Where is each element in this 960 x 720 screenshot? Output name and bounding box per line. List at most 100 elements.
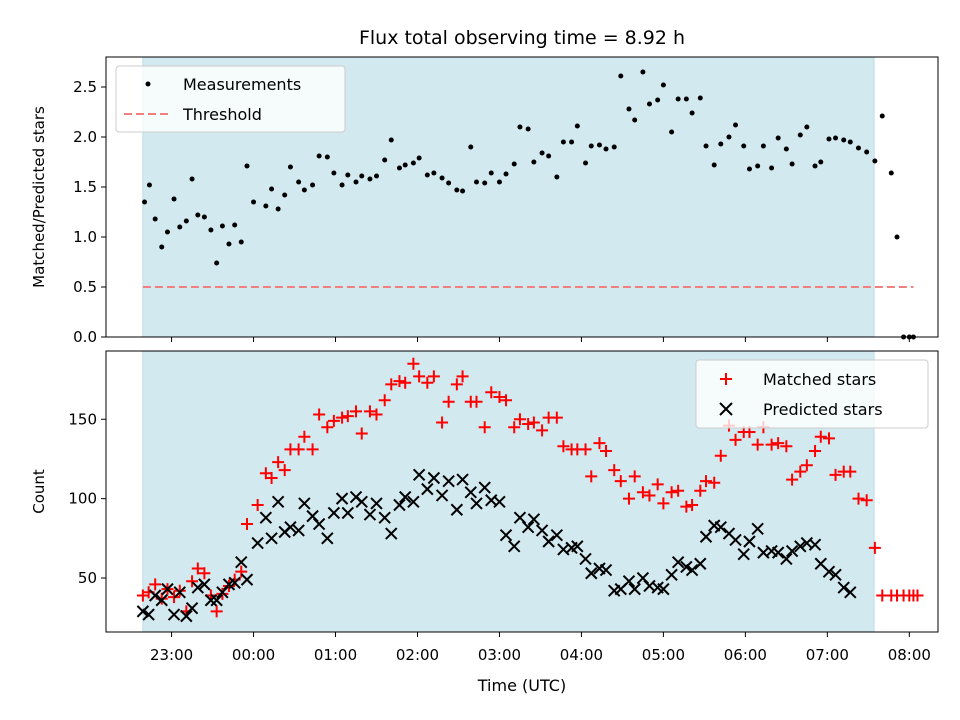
bottom-legend-box bbox=[695, 359, 929, 429]
matched-star-point bbox=[173, 584, 186, 597]
top-panel: 0.0 0.5 1.0 1.5 2.0 2.5 Matched/Predicted sta… bbox=[30, 56, 939, 346]
measurement-point bbox=[755, 163, 761, 169]
predicted-star-point bbox=[173, 586, 186, 599]
y-tick-label: 100 bbox=[68, 490, 97, 508]
predicted-star-point bbox=[780, 552, 793, 566]
measurement-point bbox=[697, 95, 703, 101]
measurement-point bbox=[711, 162, 717, 168]
bottom-panel-axis-ticks: 50 100 150 23:00 00:00 01:00 02:00 03:00 04:00 05… bbox=[68, 410, 931, 664]
predicted-star-point bbox=[393, 498, 406, 512]
measurement-point bbox=[546, 153, 552, 159]
matched-star-point bbox=[413, 370, 426, 383]
measurement-point bbox=[669, 129, 675, 135]
matched-star-point bbox=[149, 578, 162, 591]
top-legend-box bbox=[115, 65, 346, 133]
measurement-point bbox=[269, 186, 275, 192]
measurement-point bbox=[431, 170, 437, 176]
y-tick-label: 0.0 bbox=[73, 328, 97, 346]
measurement-point bbox=[468, 144, 474, 150]
predicted-star-point bbox=[499, 528, 513, 542]
predicted-star-point bbox=[341, 506, 355, 520]
top-panel-frame bbox=[105, 56, 939, 338]
measurement-point bbox=[324, 154, 330, 160]
predicted-star-point bbox=[412, 468, 426, 482]
matched-star-point bbox=[614, 475, 627, 488]
matched-star-point bbox=[729, 433, 742, 446]
matched-star-point bbox=[780, 440, 793, 453]
measurement-point bbox=[689, 110, 695, 116]
matched-star-point bbox=[751, 438, 764, 451]
matched-star-point bbox=[370, 408, 383, 421]
predicted-star-point bbox=[714, 521, 727, 534]
count-points bbox=[137, 358, 924, 623]
predicted-star-point bbox=[407, 495, 420, 509]
measurement-point bbox=[879, 113, 885, 119]
measurement-point bbox=[525, 126, 531, 132]
measurement-point bbox=[741, 143, 747, 149]
matched-star-point bbox=[421, 376, 434, 389]
predicted-star-point bbox=[535, 524, 549, 537]
measurement-point bbox=[301, 187, 307, 193]
predicted-star-point bbox=[585, 567, 598, 580]
measurement-point bbox=[189, 176, 195, 182]
matched-star-point bbox=[686, 498, 699, 511]
matched-star-point bbox=[240, 518, 253, 531]
measurement-point bbox=[374, 173, 380, 179]
predicted-star-point bbox=[398, 490, 412, 504]
measurement-point bbox=[655, 97, 661, 103]
measurement-point bbox=[275, 206, 281, 212]
predicted-star-point bbox=[161, 582, 174, 596]
predicted-star-point bbox=[335, 492, 349, 505]
measurement-point bbox=[797, 132, 803, 138]
predicted-star-point bbox=[464, 486, 477, 499]
matched-star-point bbox=[700, 475, 713, 488]
measurement-point bbox=[812, 163, 818, 169]
matched-star-point bbox=[814, 430, 827, 443]
predicted-star-point bbox=[844, 586, 857, 599]
legend-threshold-label: Threshold bbox=[182, 105, 262, 124]
x-tick-label: 07:00 bbox=[806, 646, 849, 664]
measurement-point bbox=[177, 224, 183, 230]
measurement-point bbox=[142, 199, 148, 205]
matched-star-point bbox=[222, 579, 235, 592]
x-tick-label: 02:00 bbox=[396, 646, 439, 664]
measurement-point bbox=[539, 150, 545, 156]
matched-star-point bbox=[608, 464, 621, 477]
measurement-point bbox=[517, 124, 523, 130]
bottom-panel-frame bbox=[105, 350, 939, 633]
matched-star-point bbox=[579, 443, 592, 456]
measurement-point bbox=[152, 216, 158, 222]
predicted-star-point bbox=[167, 608, 181, 621]
predicted-star-point bbox=[822, 565, 836, 578]
measurement-point bbox=[282, 192, 288, 198]
measurement-point bbox=[488, 170, 494, 176]
measurement-point bbox=[232, 222, 238, 228]
matched-star-point bbox=[772, 437, 785, 450]
matched-star-point bbox=[657, 497, 670, 510]
matched-star-point bbox=[450, 378, 463, 391]
predicted-star-point bbox=[259, 511, 273, 524]
predicted-star-point bbox=[680, 560, 693, 574]
predicted-star-point bbox=[155, 594, 168, 607]
top-legend: Measurements Threshold bbox=[115, 65, 346, 133]
predicted-star-point bbox=[355, 495, 368, 509]
matched-star-point bbox=[636, 486, 649, 499]
matched-star-point bbox=[829, 468, 842, 481]
measurement-point bbox=[760, 143, 766, 149]
measurement-point bbox=[424, 172, 430, 178]
predicted-star-point bbox=[298, 497, 311, 510]
measurement-point bbox=[872, 158, 878, 164]
measurement-point bbox=[195, 212, 201, 218]
matched-star-point bbox=[378, 394, 391, 407]
predicted-star-point bbox=[794, 540, 807, 553]
measurement-point bbox=[560, 139, 566, 145]
predicted-star-point bbox=[363, 508, 377, 521]
predicted-star-point bbox=[378, 511, 391, 524]
matched-star-point bbox=[708, 476, 721, 489]
predicted-star-point bbox=[292, 524, 305, 537]
measurement-point bbox=[382, 157, 388, 163]
predicted-star-point bbox=[442, 474, 455, 488]
matched-star-point bbox=[585, 470, 598, 483]
x-tick-label: 08:00 bbox=[888, 646, 931, 664]
